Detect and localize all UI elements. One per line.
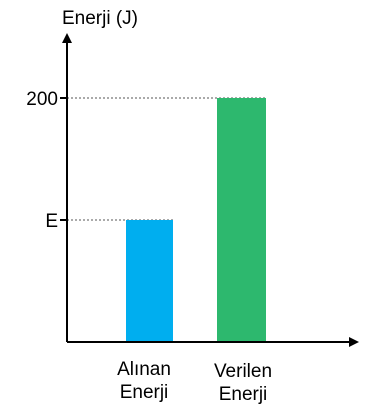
y-tick-label-1: 200 (26, 89, 58, 110)
y-ticks: E 200 (26, 89, 67, 232)
x-tick-labels: Alınan Enerji Verilen Enerji (117, 359, 272, 405)
bar-0 (126, 220, 173, 342)
y-tick-label-0: E (45, 211, 58, 232)
x-tick-label-0: Alınan Enerji (117, 359, 171, 403)
bar-1 (217, 98, 266, 342)
x-tick-label-1: Verilen Enerji (214, 361, 272, 405)
y-axis-label: Enerji (J) (62, 8, 138, 29)
bars (126, 98, 266, 342)
